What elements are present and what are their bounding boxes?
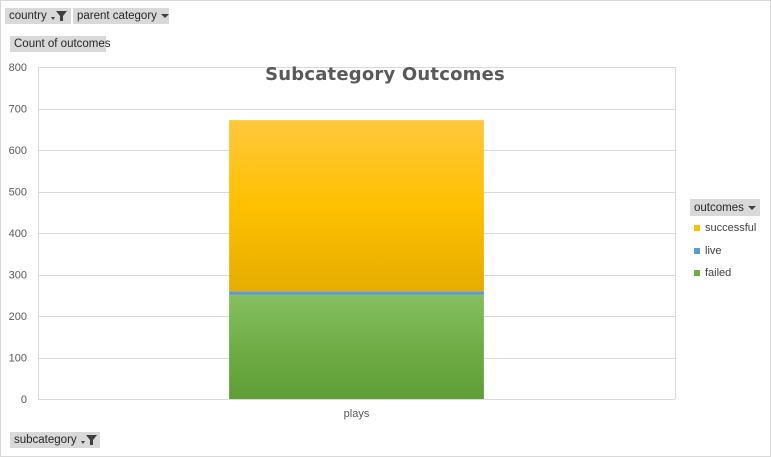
y-tick-label: 500 <box>9 187 27 199</box>
country-filter-button[interactable]: country <box>5 8 71 24</box>
legend-swatch <box>694 225 700 231</box>
legend-label: live <box>705 244 722 257</box>
y-tick-label: 300 <box>9 270 27 282</box>
legend-item-live: live <box>694 245 722 257</box>
y-tick-label: 700 <box>9 104 27 116</box>
x-tick-label: plays <box>344 408 370 420</box>
values-field-label: Count of outcomes <box>14 38 111 50</box>
legend-item-failed: failed <box>694 267 731 279</box>
bar-successful-plays <box>229 120 484 292</box>
y-tick-label: 400 <box>9 228 27 240</box>
y-tick-label: 200 <box>9 311 27 323</box>
values-field-button[interactable]: Count of outcomes <box>10 36 111 52</box>
filter-dropdown-icon <box>50 10 68 22</box>
y-tick-label: 100 <box>9 353 27 365</box>
parent-category-filter-button[interactable]: parent category <box>73 8 169 24</box>
bar-failed-plays <box>229 294 484 399</box>
chart-title: Subcategory Outcomes <box>265 64 505 85</box>
filter-dropdown-icon <box>80 434 98 446</box>
y-tick-label: 0 <box>21 394 27 406</box>
legend-label: successful <box>705 222 757 234</box>
bar-live-plays <box>229 291 484 295</box>
subcategory-filter-button[interactable]: subcategory <box>10 432 100 448</box>
dropdown-arrow-icon <box>747 203 757 213</box>
outcomes-legend-label: outcomes <box>694 201 744 214</box>
dropdown-arrow-icon <box>160 11 170 21</box>
legend-swatch <box>694 247 700 254</box>
subcategory-filter-label: subcategory <box>14 434 77 446</box>
y-tick-label: 800 <box>9 62 27 74</box>
bar-series <box>229 120 484 399</box>
legend-label: failed <box>705 267 732 279</box>
parent-category-filter-label: parent category <box>77 10 157 22</box>
x-axis-tick-labels: plays <box>344 408 370 420</box>
country-filter-label: country <box>9 10 47 22</box>
y-axis-tick-labels: 0 100 200 300 400 500 600 700 800 <box>9 62 27 406</box>
legend-swatch <box>694 270 700 276</box>
legend-item-successful: successful <box>694 222 756 234</box>
outcomes-legend-button[interactable]: outcomes <box>690 199 760 216</box>
y-tick-label: 600 <box>9 145 27 157</box>
